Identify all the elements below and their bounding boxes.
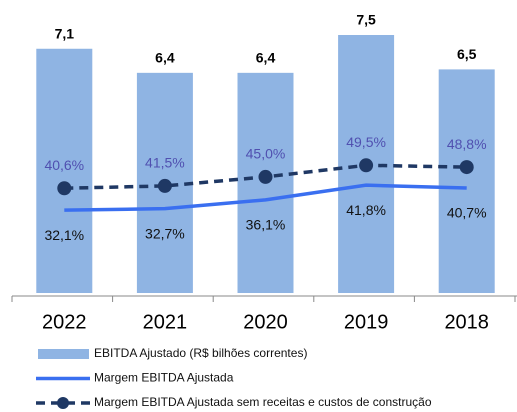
bar: [438, 69, 495, 294]
line-label: 41,5%: [145, 155, 185, 171]
bar-label: 7,5: [356, 12, 376, 28]
line-marker: [459, 160, 474, 175]
legend-marker: [57, 397, 69, 409]
line-label: 40,6%: [44, 157, 84, 173]
legend-label: EBITDA Ajustado (R$ bilhões correntes): [94, 346, 307, 360]
line-marker: [258, 169, 273, 184]
line-marker: [57, 181, 72, 196]
line-marker: [359, 158, 374, 173]
line-label: 48,8%: [447, 136, 487, 152]
bar-label: 6,4: [155, 50, 175, 66]
line-label: 45,0%: [246, 146, 286, 162]
line-label: 32,1%: [44, 227, 84, 243]
x-tick-label: 2021: [143, 311, 188, 333]
legend-label: Margem EBITDA Ajustada sem receitas e cu…: [94, 395, 432, 409]
line-label: 49,5%: [346, 134, 386, 150]
line-label: 40,7%: [447, 205, 487, 221]
x-tick-label: 2020: [243, 311, 288, 333]
bar-label: 6,4: [256, 50, 276, 66]
x-tick-label: 2022: [42, 311, 87, 333]
bar-label: 7,1: [55, 25, 75, 41]
bar: [36, 48, 93, 294]
line-label: 32,7%: [145, 225, 185, 241]
legend-label: Margem EBITDA Ajustada: [94, 371, 234, 385]
x-tick-label: 2018: [444, 311, 489, 333]
line-marker: [157, 178, 172, 193]
legend-swatch: [38, 349, 89, 359]
line-label: 36,1%: [246, 217, 286, 233]
line: [64, 183, 467, 212]
line-label: 41,8%: [346, 202, 386, 218]
x-tick-label: 2019: [344, 311, 389, 333]
bar-label: 6,5: [457, 46, 477, 62]
